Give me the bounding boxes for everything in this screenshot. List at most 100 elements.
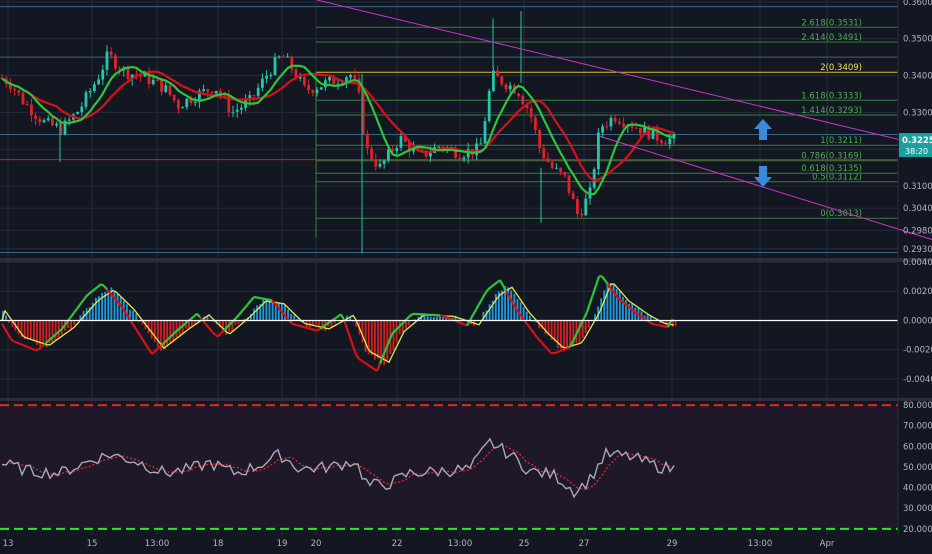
macd-histogram-bar: [489, 304, 491, 320]
macd-tick-label: 0.0040: [903, 258, 932, 268]
candle-body: [668, 139, 671, 145]
macd-line-segment: [650, 323, 653, 325]
macd-line-segment: [656, 325, 659, 326]
candle-body: [328, 77, 331, 80]
candle-body: [97, 79, 100, 84]
macd-histogram-bar: [588, 320, 590, 327]
candle-body: [496, 71, 499, 77]
price-tick-label: 0.3100: [903, 182, 932, 192]
candle-body: [387, 149, 390, 160]
rsi-tick-label: 70.0000: [903, 422, 932, 432]
candle-body: [202, 89, 205, 91]
candle-body: [236, 110, 239, 112]
candle-body: [492, 71, 495, 92]
candle-body: [374, 160, 377, 167]
time-tick-label: 29: [667, 539, 678, 549]
macd-line-segment: [557, 351, 560, 352]
macd-line-segment: [458, 322, 461, 323]
macd-line-segment: [29, 348, 32, 349]
candle-body: [169, 85, 172, 95]
candle-body: [517, 94, 520, 96]
macd-histogram-bar: [169, 320, 171, 343]
candle-body: [551, 162, 554, 168]
candle-body: [68, 120, 71, 121]
macd-histogram-bar: [393, 320, 395, 350]
macd-line-segment: [311, 329, 314, 330]
macd-histogram-bar: [619, 291, 621, 320]
candle-body: [110, 51, 113, 55]
macd-tick-label: 0.0000: [903, 316, 932, 326]
candle-body: [534, 117, 537, 130]
macd-histogram-bar: [117, 294, 119, 321]
macd-histogram-bar: [495, 294, 497, 321]
candle-body: [379, 164, 382, 167]
macd-line-segment: [23, 345, 26, 346]
macd-line-segment: [299, 326, 302, 327]
macd-line-segment: [308, 328, 311, 329]
candle-body: [618, 121, 621, 123]
candle-body: [85, 92, 88, 106]
candle-body: [631, 126, 634, 128]
macd-histogram-bar: [427, 316, 429, 321]
candle-body: [605, 126, 608, 127]
macd-histogram-bar: [318, 320, 320, 325]
candle-body: [282, 56, 285, 57]
candle-body: [55, 124, 58, 126]
macd-line-segment: [254, 297, 257, 298]
macd-histogram-bar: [135, 314, 137, 321]
macd-tick-label: 0.0020: [903, 287, 932, 297]
macd-line-segment: [101, 284, 104, 286]
macd-line-segment: [17, 343, 20, 344]
candle-body: [164, 85, 167, 92]
macd-histogram-bar: [27, 320, 29, 339]
candle-body: [307, 85, 310, 90]
candle-body: [660, 140, 663, 143]
fib-level-label: 0.786(0.3169): [801, 152, 862, 162]
price-tick-label: 0.3500: [903, 35, 932, 45]
candle-body: [664, 143, 667, 144]
pane-separator: [0, 398, 932, 401]
candle-body: [89, 91, 92, 92]
candle-body: [635, 128, 638, 129]
macd-line-segment: [566, 348, 569, 349]
macd-histogram-bar: [262, 299, 264, 321]
countdown-label: 38:20: [905, 147, 928, 156]
macd-histogram-bar: [396, 320, 398, 342]
candle-body: [265, 76, 268, 79]
macd-line-segment: [446, 317, 449, 318]
candle-body: [215, 91, 218, 93]
time-tick-label: 13:00: [748, 539, 773, 549]
fib-level-label: 2.414(0.3491): [801, 33, 862, 43]
macd-histogram-bar: [107, 291, 109, 321]
candle-body: [127, 68, 130, 79]
rsi-tick-label: 30.0000: [903, 504, 932, 514]
macd-histogram-bar: [675, 320, 677, 326]
macd-histogram-bar: [33, 320, 35, 340]
macd-line-segment: [257, 298, 260, 299]
rsi-tick-label: 50.0000: [903, 463, 932, 473]
macd-histogram-bar: [235, 320, 237, 324]
rsi-tick-label: 80.0000: [903, 401, 932, 411]
candle-body: [80, 107, 83, 112]
candle-body: [395, 148, 398, 151]
macd-line-segment: [32, 349, 35, 350]
time-tick-label: 27: [579, 539, 590, 549]
fib-level-label: 1.618(0.3333): [801, 91, 862, 101]
time-tick-label: 20: [311, 539, 322, 549]
candle-body: [580, 214, 583, 215]
candle-body: [173, 95, 176, 100]
candle-body: [160, 80, 163, 92]
macd-histogram-bar: [278, 302, 280, 320]
macd-histogram-bar: [173, 320, 175, 340]
macd-histogram-bar: [157, 320, 159, 346]
candle-body: [30, 105, 33, 116]
macd-line-segment: [266, 299, 269, 300]
candle-body: [542, 148, 545, 158]
candle-body: [194, 102, 197, 103]
candle-body: [177, 100, 180, 108]
macd-histogram-bar: [266, 300, 268, 321]
macd-line-segment: [305, 327, 308, 328]
candle-body: [593, 169, 596, 187]
